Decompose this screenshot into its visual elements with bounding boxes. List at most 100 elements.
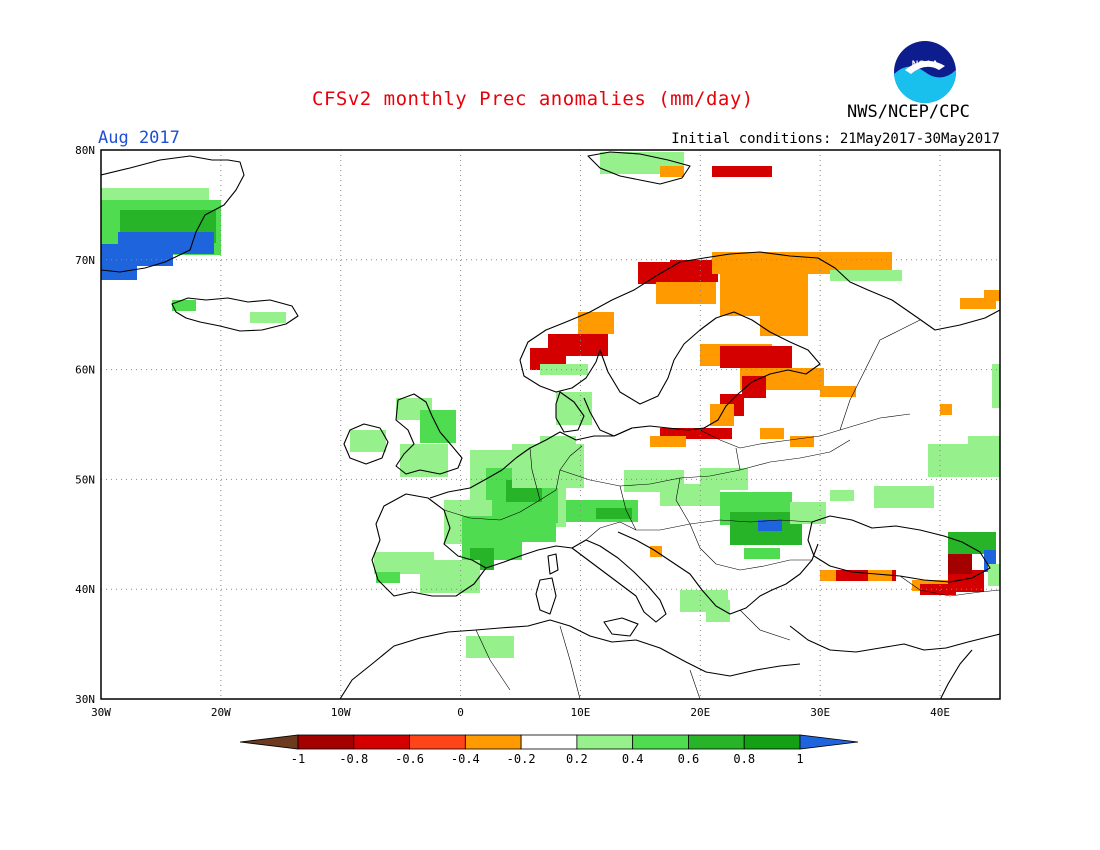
anomaly-cell bbox=[101, 222, 113, 233]
anomaly-cell bbox=[560, 334, 572, 345]
anomaly-cell bbox=[796, 325, 808, 336]
legend-swatch bbox=[464, 734, 522, 750]
anomaly-cell bbox=[584, 345, 596, 356]
anomaly-cell bbox=[790, 502, 802, 513]
anomaly-cell bbox=[760, 292, 772, 303]
anomaly-cell bbox=[754, 534, 766, 545]
anomaly-cell bbox=[832, 263, 844, 274]
anomaly-cell bbox=[624, 481, 636, 492]
anomaly-cell bbox=[202, 243, 214, 254]
anomaly-cell bbox=[874, 497, 886, 508]
anomaly-cell bbox=[802, 513, 814, 524]
anomaly-cell bbox=[568, 403, 580, 414]
legend-arrow-high bbox=[799, 734, 859, 750]
anomaly-cell bbox=[444, 582, 456, 593]
anomaly-cell bbox=[144, 221, 156, 232]
anomaly-cell bbox=[736, 468, 748, 479]
anomaly-cell bbox=[808, 263, 820, 274]
anomaly-cell bbox=[600, 152, 612, 163]
anomaly-cell bbox=[984, 298, 996, 309]
anomaly-cell bbox=[912, 580, 924, 591]
legend-tick-label: 0.4 bbox=[622, 752, 644, 766]
anomaly-cell bbox=[190, 232, 202, 243]
anomaly-cell bbox=[396, 398, 408, 409]
anomaly-cell bbox=[866, 270, 878, 281]
anomaly-cell bbox=[796, 292, 808, 303]
anomaly-cell bbox=[996, 290, 1000, 301]
anomaly-cell bbox=[412, 444, 424, 455]
anomaly-cell bbox=[180, 210, 192, 221]
coastline-france-med bbox=[485, 545, 573, 569]
anomaly-cell bbox=[412, 455, 424, 466]
anomaly-cell bbox=[706, 611, 718, 622]
initial-conditions: Initial conditions: 21May2017-30May2017 bbox=[671, 131, 1000, 147]
anomaly-cell bbox=[692, 282, 704, 293]
anomaly-cell bbox=[204, 210, 216, 221]
anomaly-cell bbox=[113, 258, 125, 269]
anomaly-cell bbox=[486, 516, 498, 527]
anomaly-cell bbox=[844, 386, 856, 397]
anomaly-cell bbox=[984, 532, 996, 543]
anomaly-cell bbox=[976, 466, 988, 477]
anomaly-cell bbox=[560, 455, 572, 466]
anomaly-cell bbox=[662, 273, 674, 284]
anomaly-cell bbox=[778, 523, 790, 534]
anomaly-cell bbox=[800, 379, 812, 390]
anomaly-cell bbox=[960, 552, 972, 563]
anomaly-cell bbox=[812, 379, 824, 390]
anomaly-cell bbox=[546, 490, 558, 501]
anomaly-cell bbox=[748, 252, 760, 263]
anomaly-cell bbox=[512, 477, 524, 488]
anomaly-cell bbox=[101, 258, 113, 269]
anomaly-cell bbox=[796, 314, 808, 325]
anomaly-cell bbox=[856, 263, 868, 274]
anomaly-cell bbox=[113, 200, 125, 211]
anomaly-cells bbox=[101, 152, 1000, 658]
anomaly-cell bbox=[704, 293, 716, 304]
anomaly-cell bbox=[668, 282, 680, 293]
anomaly-cell bbox=[770, 520, 782, 531]
anomaly-cell bbox=[650, 262, 662, 273]
anomaly-cell bbox=[732, 272, 744, 283]
anomaly-cell bbox=[130, 232, 142, 243]
anomaly-cell bbox=[674, 436, 686, 447]
anomaly-cell bbox=[992, 375, 1000, 386]
anomaly-cell bbox=[682, 271, 694, 282]
anomaly-cell bbox=[536, 477, 548, 488]
anomaly-cell bbox=[548, 455, 560, 466]
anomaly-cell bbox=[732, 503, 744, 514]
anomaly-cell bbox=[350, 441, 362, 452]
anomaly-cell bbox=[814, 513, 826, 524]
anomaly-cell bbox=[566, 511, 578, 522]
anomaly-cell bbox=[486, 490, 498, 501]
anomaly-cell bbox=[842, 270, 854, 281]
anomaly-cell bbox=[498, 538, 510, 549]
lat-tick-label: 40N bbox=[75, 583, 95, 596]
anomaly-cell bbox=[568, 414, 580, 425]
anomaly-cell bbox=[724, 252, 736, 263]
anomaly-cell bbox=[898, 497, 910, 508]
anomaly-cell bbox=[948, 532, 960, 543]
anomaly-cell bbox=[790, 436, 802, 447]
anomaly-cell bbox=[972, 543, 984, 554]
anomaly-cell bbox=[420, 560, 432, 571]
anomaly-cell bbox=[636, 152, 648, 163]
anomaly-cell bbox=[718, 600, 730, 611]
anomaly-cell bbox=[564, 364, 576, 375]
anomaly-cell bbox=[720, 357, 732, 368]
anomaly-cell bbox=[546, 512, 558, 523]
anomaly-cell bbox=[740, 368, 752, 379]
anomaly-cell bbox=[137, 255, 149, 266]
anomaly-cell bbox=[760, 428, 772, 439]
coastline-scandinavia bbox=[519, 251, 1000, 361]
anomaly-cell bbox=[462, 538, 474, 549]
anomaly-cell bbox=[802, 436, 814, 447]
anomaly-cell bbox=[474, 527, 486, 538]
anomaly-cell bbox=[602, 323, 614, 334]
anomaly-cell bbox=[596, 334, 608, 345]
anomaly-cell bbox=[180, 221, 192, 232]
anomaly-cell bbox=[700, 479, 712, 490]
anomaly-cell bbox=[724, 479, 736, 490]
anomaly-cell bbox=[696, 495, 708, 506]
anomaly-cell bbox=[534, 512, 546, 523]
